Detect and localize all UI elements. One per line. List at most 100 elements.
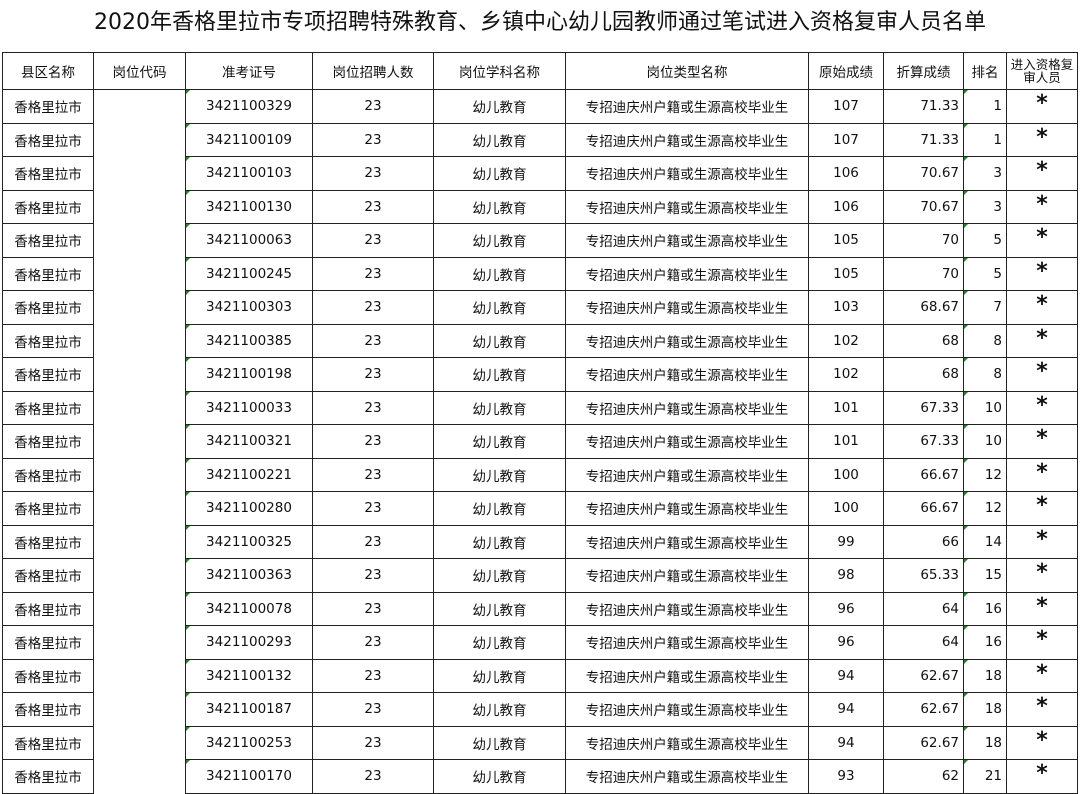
- cell-qualified-mark: *: [1006, 491, 1078, 526]
- cell-quota: 23: [312, 692, 434, 727]
- cell-converted-score: 64: [883, 625, 964, 660]
- cell-converted-score: 66.67: [883, 491, 964, 526]
- table-row: 香格里拉市 3421100293 23 幼儿教育 专招迪庆州户籍或生源高校毕业生 96 64…: [2, 625, 1078, 660]
- cell-exam-id: 3421100198: [185, 357, 313, 392]
- cell-county: 香格里拉市: [2, 256, 94, 291]
- cell-converted-score: 71.33: [883, 122, 964, 157]
- cell-subject: 幼儿教育: [433, 558, 566, 593]
- cell-converted-score: 65.33: [883, 558, 964, 593]
- cell-raw-score: 93: [808, 759, 884, 794]
- table-row: 香格里拉市 3421100280 23 幼儿教育 专招迪庆州户籍或生源高校毕业生 100 6…: [2, 491, 1078, 526]
- cell-rank: 7: [963, 290, 1007, 325]
- cell-quota: 23: [312, 256, 434, 291]
- cell-exam-id: 3421100170: [185, 759, 313, 794]
- cell-post-code: [93, 759, 186, 793]
- header-post-code: 岗位代码: [93, 52, 186, 90]
- cell-raw-score: 96: [808, 591, 884, 626]
- cell-county: 香格里拉市: [2, 290, 94, 325]
- cell-post-type: 专招迪庆州户籍或生源高校毕业生: [565, 189, 809, 224]
- cell-qualified-mark: *: [1006, 658, 1078, 693]
- cell-post-code: [93, 625, 186, 659]
- cell-post-type: 专招迪庆州户籍或生源高校毕业生: [565, 759, 809, 794]
- header-post-type: 岗位类型名称: [565, 52, 809, 90]
- cell-quota: 23: [312, 524, 434, 559]
- cell-post-code: [93, 424, 186, 458]
- cell-subject: 幼儿教育: [433, 323, 566, 358]
- cell-post-code: [93, 391, 186, 425]
- table-row: 香格里拉市 3421100363 23 幼儿教育 专招迪庆州户籍或生源高校毕业生 98 65…: [2, 558, 1078, 593]
- cell-subject: 幼儿教育: [433, 457, 566, 492]
- cell-raw-score: 94: [808, 725, 884, 760]
- table-row: 香格里拉市 3421100063 23 幼儿教育 专招迪庆州户籍或生源高校毕业生 105 7…: [2, 223, 1078, 258]
- cell-post-type: 专招迪庆州户籍或生源高校毕业生: [565, 223, 809, 258]
- cell-subject: 幼儿教育: [433, 524, 566, 559]
- cell-converted-score: 70.67: [883, 189, 964, 224]
- cell-quota: 23: [312, 491, 434, 526]
- cell-post-type: 专招迪庆州户籍或生源高校毕业生: [565, 591, 809, 626]
- cell-raw-score: 102: [808, 323, 884, 358]
- cell-rank: 21: [963, 759, 1007, 794]
- cell-rank: 3: [963, 189, 1007, 224]
- cell-county: 香格里拉市: [2, 357, 94, 392]
- cell-quota: 23: [312, 122, 434, 157]
- cell-post-code: [93, 726, 186, 760]
- cell-county: 香格里拉市: [2, 457, 94, 492]
- cell-post-code: [93, 190, 186, 224]
- table-row: 香格里拉市 3421100221 23 幼儿教育 专招迪庆州户籍或生源高校毕业生 100 6…: [2, 457, 1078, 492]
- table-row: 香格里拉市 3421100078 23 幼儿教育 专招迪庆州户籍或生源高校毕业生 96 64…: [2, 591, 1078, 626]
- cell-quota: 23: [312, 725, 434, 760]
- cell-post-type: 专招迪庆州户籍或生源高校毕业生: [565, 524, 809, 559]
- cell-rank: 8: [963, 357, 1007, 392]
- cell-rank: 10: [963, 424, 1007, 459]
- cell-exam-id: 3421100280: [185, 491, 313, 526]
- cell-post-type: 专招迪庆州户籍或生源高校毕业生: [565, 491, 809, 526]
- cell-converted-score: 62.67: [883, 692, 964, 727]
- cell-converted-score: 70: [883, 223, 964, 258]
- cell-county: 香格里拉市: [2, 558, 94, 593]
- cell-county: 香格里拉市: [2, 390, 94, 425]
- cell-exam-id: 3421100303: [185, 290, 313, 325]
- table-row: 香格里拉市 3421100198 23 幼儿教育 专招迪庆州户籍或生源高校毕业生 102 6…: [2, 357, 1078, 392]
- cell-raw-score: 101: [808, 390, 884, 425]
- cell-post-code: [93, 491, 186, 525]
- cell-qualified-mark: *: [1006, 759, 1078, 794]
- header-rank: 排名: [963, 52, 1007, 90]
- cell-county: 香格里拉市: [2, 223, 94, 258]
- cell-county: 香格里拉市: [2, 759, 94, 794]
- cell-qualified-mark: *: [1006, 122, 1078, 157]
- cell-quota: 23: [312, 89, 434, 124]
- cell-exam-id: 3421100363: [185, 558, 313, 593]
- cell-raw-score: 96: [808, 625, 884, 660]
- cell-subject: 幼儿教育: [433, 89, 566, 124]
- cell-county: 香格里拉市: [2, 524, 94, 559]
- table-row: 香格里拉市 3421100253 23 幼儿教育 专招迪庆州户籍或生源高校毕业生 94 62…: [2, 725, 1078, 760]
- cell-converted-score: 66.67: [883, 457, 964, 492]
- cell-post-code: [93, 89, 186, 123]
- table-row: 香格里拉市 3421100132 23 幼儿教育 专招迪庆州户籍或生源高校毕业生 94 62…: [2, 658, 1078, 693]
- cell-post-type: 专招迪庆州户籍或生源高校毕业生: [565, 558, 809, 593]
- header-raw-score: 原始成绩: [808, 52, 884, 90]
- cell-post-code: [93, 692, 186, 726]
- cell-post-code: [93, 525, 186, 559]
- cell-rank: 12: [963, 491, 1007, 526]
- cell-quota: 23: [312, 390, 434, 425]
- cell-exam-id: 3421100187: [185, 692, 313, 727]
- cell-rank: 1: [963, 122, 1007, 157]
- cell-qualified-mark: *: [1006, 156, 1078, 191]
- cell-converted-score: 62.67: [883, 725, 964, 760]
- header-quota: 岗位招聘人数: [312, 52, 434, 90]
- cell-county: 香格里拉市: [2, 491, 94, 526]
- cell-exam-id: 3421100078: [185, 591, 313, 626]
- cell-post-type: 专招迪庆州户籍或生源高校毕业生: [565, 625, 809, 660]
- cell-raw-score: 106: [808, 156, 884, 191]
- cell-exam-id: 3421100132: [185, 658, 313, 693]
- cell-subject: 幼儿教育: [433, 759, 566, 794]
- cell-post-type: 专招迪庆州户籍或生源高校毕业生: [565, 725, 809, 760]
- cell-rank: 18: [963, 725, 1007, 760]
- cell-converted-score: 70.67: [883, 156, 964, 191]
- cell-post-code: [93, 156, 186, 190]
- cell-post-code: [93, 223, 186, 257]
- cell-subject: 幼儿教育: [433, 223, 566, 258]
- cell-raw-score: 106: [808, 189, 884, 224]
- table-header-row: 县区名称 岗位代码 准考证号 岗位招聘人数 岗位学科名称 岗位类型名称 原始成绩…: [2, 52, 1078, 90]
